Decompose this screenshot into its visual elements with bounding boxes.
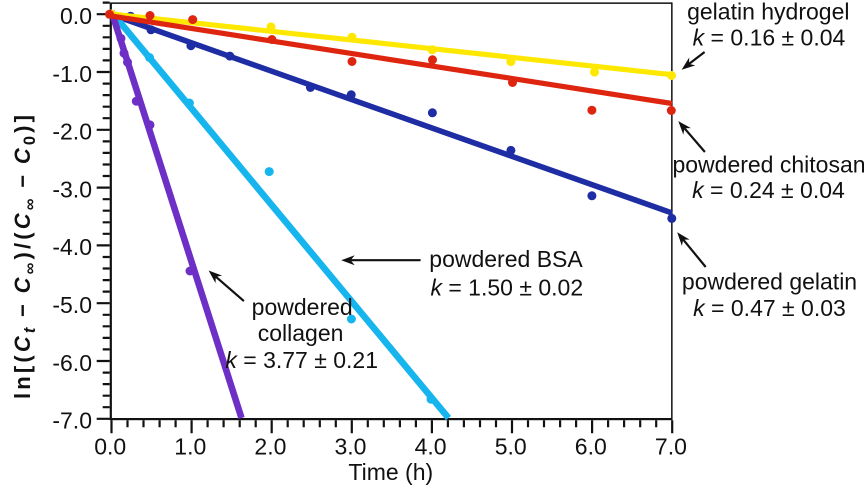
svg-text:-1.0: -1.0 xyxy=(52,61,92,87)
svg-text:0.0: 0.0 xyxy=(94,434,126,460)
svg-text:powdered gelatin: powdered gelatin xyxy=(682,268,857,294)
svg-text:k = 0.24 ± 0.04: k = 0.24 ± 0.04 xyxy=(692,177,845,203)
svg-text:-2.0: -2.0 xyxy=(52,119,92,145)
svg-text:5.0: 5.0 xyxy=(495,434,527,460)
svg-text:Time (h): Time (h) xyxy=(348,459,433,485)
svg-text:collagen: collagen xyxy=(258,320,344,346)
svg-text:powdered BSA: powdered BSA xyxy=(429,246,583,272)
svg-text:1.0: 1.0 xyxy=(174,434,206,460)
svg-text:-7.0: -7.0 xyxy=(52,408,92,434)
svg-text:ln[(Ct − C∞)/(C∞ − C0)]: ln[(Ct − C∞)/(C∞ − C0)] xyxy=(10,115,39,399)
svg-text:powdered chitosan: powdered chitosan xyxy=(672,152,864,178)
svg-text:-3.0: -3.0 xyxy=(52,176,92,202)
svg-text:3.0: 3.0 xyxy=(335,434,367,460)
svg-text:k = 0.16 ± 0.04: k = 0.16 ± 0.04 xyxy=(693,24,846,50)
svg-text:-6.0: -6.0 xyxy=(52,350,92,376)
svg-text:2.0: 2.0 xyxy=(254,434,286,460)
svg-text:gelatin hydrogel: gelatin hydrogel xyxy=(687,0,849,25)
svg-text:6.0: 6.0 xyxy=(575,434,607,460)
svg-text:powdered: powdered xyxy=(252,294,353,320)
svg-text:k = 3.77 ± 0.21: k = 3.77 ± 0.21 xyxy=(225,347,378,373)
svg-text:7.0: 7.0 xyxy=(655,434,687,460)
svg-text:-5.0: -5.0 xyxy=(52,292,92,318)
svg-text:0.0: 0.0 xyxy=(60,3,92,29)
svg-text:k = 0.47 ± 0.03: k = 0.47 ± 0.03 xyxy=(693,295,846,321)
svg-text:-4.0: -4.0 xyxy=(52,234,92,260)
svg-text:k = 1.50 ± 0.02: k = 1.50 ± 0.02 xyxy=(430,274,583,300)
svg-text:4.0: 4.0 xyxy=(415,434,447,460)
